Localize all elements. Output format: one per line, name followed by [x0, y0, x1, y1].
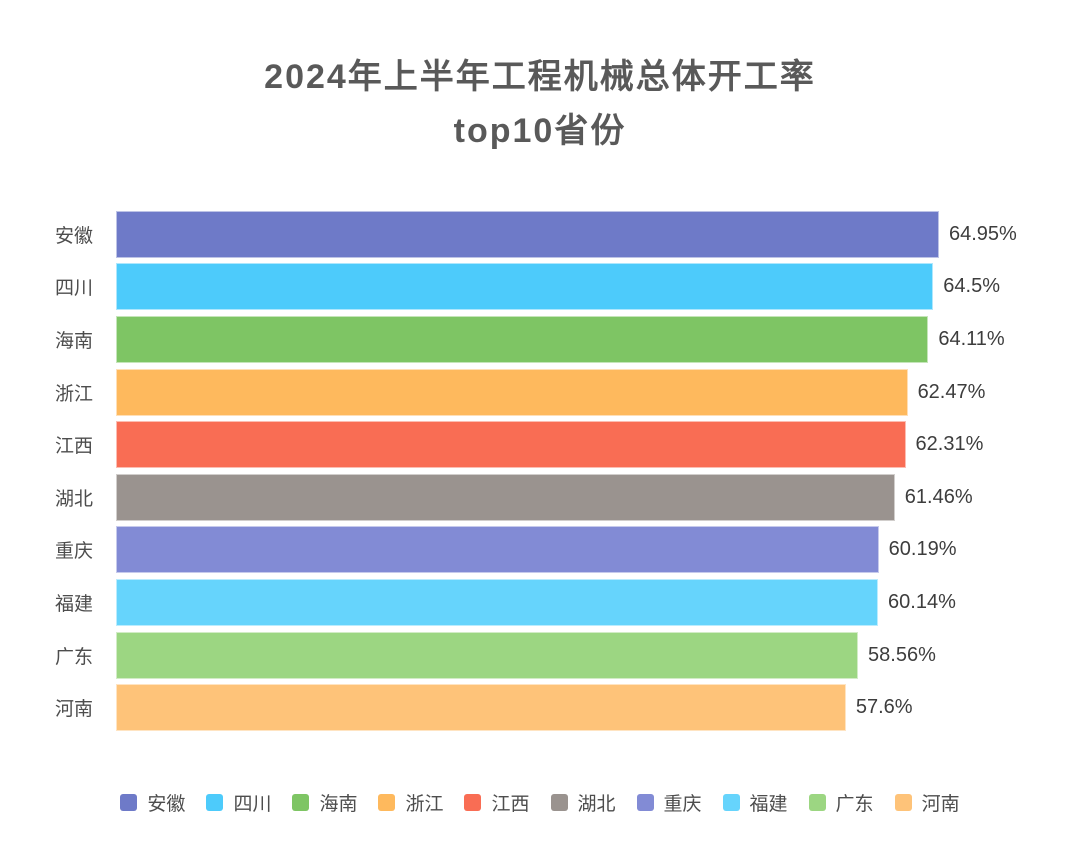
value-label: 60.14% — [888, 590, 956, 613]
legend-label: 浙江 — [405, 794, 444, 815]
bar-row: 海南 64.11% — [0, 313, 1080, 366]
legend-swatch — [636, 794, 654, 811]
legend-label: 湖北 — [577, 794, 616, 815]
legend-item[interactable]: 重庆 — [636, 789, 702, 816]
bar-row: 湖北 61.46% — [0, 471, 1080, 524]
legend-label: 江西 — [491, 794, 530, 815]
legend-swatch — [722, 794, 740, 811]
bar-row: 安徽 64.95% — [0, 208, 1080, 261]
bar[interactable] — [116, 210, 939, 258]
value-label: 60.19% — [888, 538, 957, 561]
chart-legend: 安徽 四川 海南 浙江 江西 湖北 重庆 福建 广东 河南 — [0, 789, 1080, 816]
legend-item[interactable]: 河南 — [894, 789, 960, 816]
category-label: 广东 — [54, 646, 93, 668]
bar-row: 浙江 62.47% — [0, 366, 1080, 419]
value-label: 62.31% — [915, 433, 984, 456]
legend-swatch — [378, 794, 396, 811]
category-label: 四川 — [54, 278, 93, 300]
bar[interactable] — [116, 315, 929, 363]
legend-label: 河南 — [921, 794, 960, 815]
bar[interactable] — [116, 684, 846, 732]
legend-label: 重庆 — [663, 794, 702, 815]
category-label: 安徽 — [54, 225, 93, 247]
value-label: 62.47% — [917, 380, 986, 403]
legend-label: 广东 — [835, 794, 874, 815]
legend-label: 福建 — [749, 794, 788, 815]
legend-label: 安徽 — [147, 794, 186, 815]
bar-row: 四川 64.5% — [0, 261, 1080, 314]
bar-row: 广东 58.56% — [0, 629, 1080, 682]
legend-item[interactable]: 安徽 — [120, 789, 185, 816]
category-label: 江西 — [54, 436, 93, 458]
legend-label: 海南 — [319, 794, 358, 815]
legend-swatch — [292, 794, 310, 811]
value-label: 61.46% — [904, 485, 973, 508]
bar-row: 江西 62.31% — [0, 418, 1080, 471]
value-label: 57.6% — [855, 696, 913, 719]
legend-swatch — [206, 794, 224, 811]
legend-item[interactable]: 广东 — [808, 789, 874, 816]
bar-row: 河南 57.6% — [0, 681, 1080, 734]
category-label: 河南 — [54, 699, 93, 721]
value-label: 64.11% — [938, 327, 1005, 350]
legend-label: 四川 — [233, 794, 272, 815]
value-label: 64.5% — [943, 275, 1001, 298]
category-label: 重庆 — [54, 541, 93, 563]
legend-item[interactable]: 福建 — [722, 789, 788, 816]
value-label: 58.56% — [868, 643, 936, 666]
category-label: 湖北 — [54, 488, 93, 510]
legend-item[interactable]: 四川 — [206, 789, 271, 816]
legend-item[interactable]: 海南 — [292, 789, 357, 816]
chart-title-line2: top10省份 — [453, 112, 627, 150]
bar-row: 重庆 60.19% — [0, 524, 1080, 577]
bar[interactable] — [116, 421, 906, 469]
bar[interactable] — [116, 368, 908, 416]
chart-title-line1: 2024年上半年工程机械总体开工率 — [264, 58, 816, 96]
bar-row: 福建 60.14% — [0, 576, 1080, 629]
bar-chart-plot-area: 安徽 64.95% 四川 64.5% 海南 64.11% 浙江 62.47% 江西 62.31% 湖… — [0, 208, 1080, 734]
legend-swatch — [808, 794, 826, 811]
bar[interactable] — [116, 631, 859, 679]
bar[interactable] — [116, 526, 879, 574]
legend-item[interactable]: 湖北 — [550, 789, 616, 816]
bar[interactable] — [116, 578, 879, 626]
legend-swatch — [464, 794, 482, 811]
legend-swatch — [550, 794, 568, 811]
legend-item[interactable]: 江西 — [464, 789, 530, 816]
bar[interactable] — [116, 473, 895, 521]
value-label: 64.95% — [949, 222, 1017, 245]
category-label: 浙江 — [54, 383, 93, 405]
category-label: 福建 — [54, 593, 93, 615]
chart-title: 2024年上半年工程机械总体开工率 top10省份 — [0, 50, 1080, 158]
legend-swatch — [894, 794, 912, 811]
legend-item[interactable]: 浙江 — [378, 789, 443, 816]
category-label: 海南 — [54, 330, 93, 352]
bar[interactable] — [116, 263, 934, 311]
legend-swatch — [120, 794, 138, 811]
